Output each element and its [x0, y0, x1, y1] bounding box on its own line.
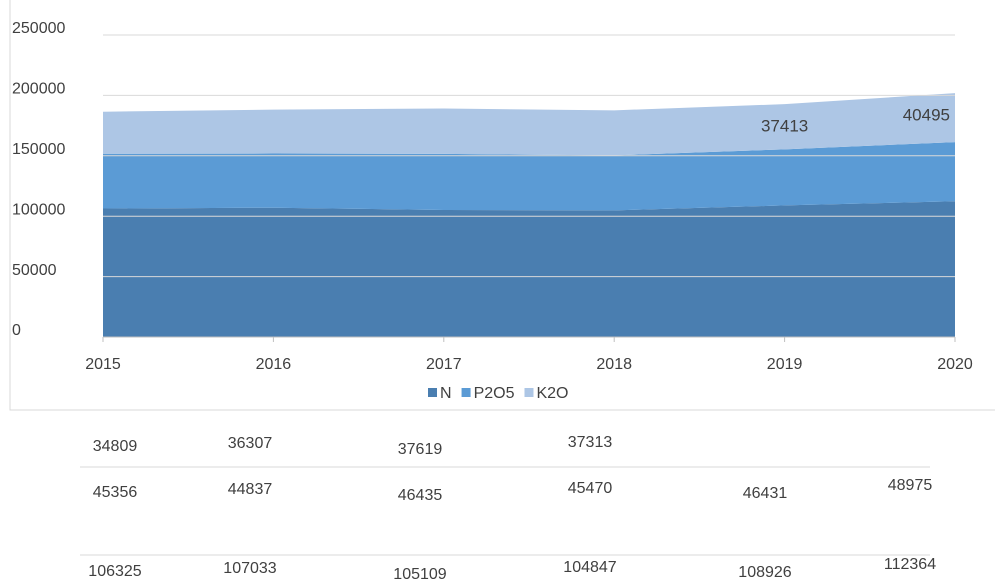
table-cell: 34809: [93, 438, 138, 455]
x-tick-label: 2016: [256, 356, 292, 373]
area: [103, 142, 955, 211]
table-cell: 107033: [223, 560, 276, 577]
table-cell: 45470: [568, 480, 613, 497]
y-tick-label: 150000: [12, 141, 65, 158]
legend-label: N: [440, 385, 452, 402]
legend-swatch: [524, 388, 534, 397]
table-cell: 46431: [743, 485, 788, 502]
table-cell: 106325: [88, 563, 141, 580]
legend-label: K2O: [536, 385, 568, 402]
table-cell: 112364: [884, 556, 936, 573]
x-tick-label: 2020: [937, 356, 973, 373]
legend-label: P2O5: [474, 385, 515, 402]
y-tick-label: 50000: [12, 262, 57, 279]
table-cell: 44837: [228, 481, 273, 498]
y-tick-label: 0: [12, 322, 21, 339]
table-cell: 104847: [563, 559, 616, 576]
y-tick-label: 200000: [12, 81, 65, 98]
data-label: 37413: [761, 117, 808, 136]
table-cell: 46435: [398, 487, 443, 504]
x-tick-label: 2018: [596, 356, 632, 373]
area: [103, 201, 955, 337]
table-cell: 108926: [738, 564, 791, 581]
y-tick-label: 100000: [12, 201, 65, 218]
table-cell: 37313: [568, 434, 613, 451]
legend-swatch: [461, 388, 471, 397]
table-cell: 48975: [888, 477, 933, 494]
x-tick-label: 2019: [767, 356, 803, 373]
table-cell: 45356: [93, 484, 138, 501]
table-cell: 36307: [228, 435, 273, 452]
chart-frame: [9, 0, 995, 411]
data-label: 40495: [903, 106, 950, 125]
table-cell: 37619: [398, 441, 443, 458]
y-tick-label: 250000: [12, 20, 65, 37]
x-tick-label: 2017: [426, 356, 462, 373]
x-tick-label: 2015: [85, 356, 121, 373]
legend-swatch: [428, 388, 437, 397]
area: [103, 93, 955, 156]
table-cell: 105109: [393, 566, 446, 583]
